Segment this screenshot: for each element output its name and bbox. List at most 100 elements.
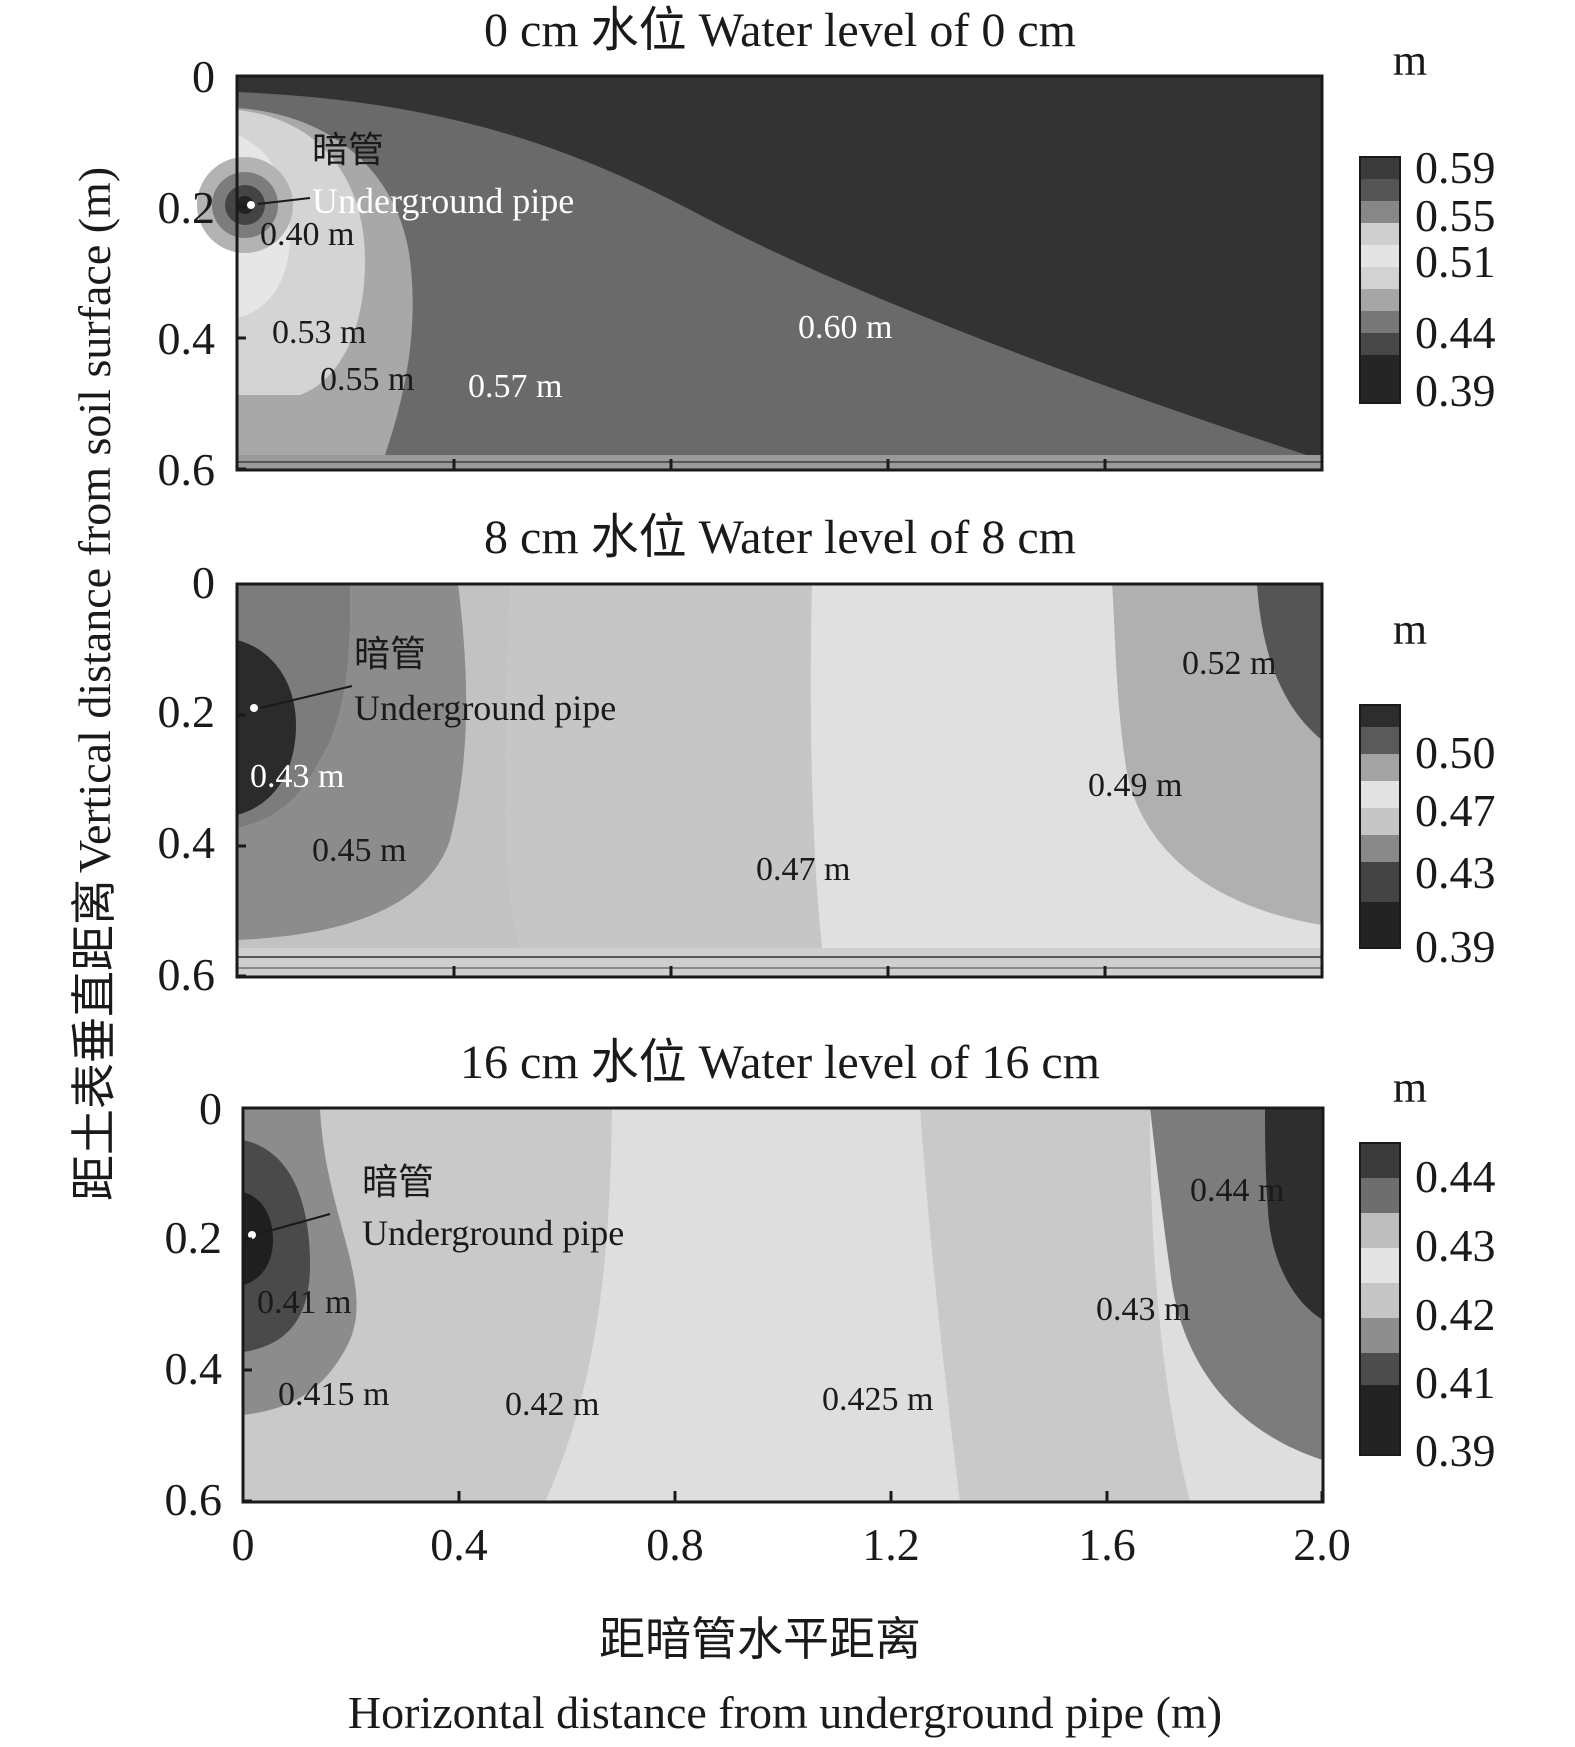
fill-region-049-8cm xyxy=(1112,584,1322,925)
colorbar-swatch xyxy=(1360,267,1400,289)
fill-region-041-16cm xyxy=(243,1140,310,1352)
colorbar-tick: 0.39 xyxy=(1415,365,1496,416)
colorbar-swatch xyxy=(1360,862,1400,902)
fill-region-0425-16cm xyxy=(920,1108,1190,1502)
y-tick-label: 0.4 xyxy=(165,1343,223,1394)
x-tick-label: 0 xyxy=(232,1519,255,1570)
colorbar-swatch xyxy=(1360,754,1400,781)
x-tick-label: 2.0 xyxy=(1293,1519,1351,1570)
colorbar-swatch xyxy=(1360,1283,1400,1318)
contour-label: 0.52 m xyxy=(1182,645,1276,682)
colorbar-tick: 0.39 xyxy=(1415,921,1496,972)
contour-label: 0.44 m xyxy=(1190,1172,1284,1209)
fill-region-047b-8cm xyxy=(505,584,822,948)
colorbar-swatch xyxy=(1360,808,1400,835)
contour-label: 0.49 m xyxy=(1088,767,1182,804)
colorbar-tick: 0.42 xyxy=(1415,1289,1496,1340)
plot-area-16cm xyxy=(241,1106,1325,1504)
contour-label: 0.60 m xyxy=(798,309,892,346)
contour-labels-16cm: 0.44 m 0.41 m 0.43 m 0.415 m 0.42 m 0.42… xyxy=(257,1172,1284,1423)
pipe-annotation-8cm: 暗管 Underground pipe xyxy=(250,634,616,728)
contour-labels-8cm: 0.52 m 0.43 m 0.49 m 0.45 m 0.47 m xyxy=(250,645,1276,888)
colorbar-frame xyxy=(1359,156,1401,404)
y-tick-label: 0.2 xyxy=(158,182,216,233)
panel-title-0cm: 0 cm 水位 Water level of 0 cm xyxy=(484,4,1076,57)
colorbar-tick: 0.44 xyxy=(1415,307,1496,358)
colorbar-tick: 0.50 xyxy=(1415,727,1496,778)
contour-label: 0.415 m xyxy=(278,1376,389,1413)
fill-region-060-0cm xyxy=(237,76,1322,460)
pipe-leader-16cm xyxy=(257,1213,331,1235)
fill-region-052-8cm xyxy=(1257,584,1322,740)
x-tick-label: 1.6 xyxy=(1078,1519,1136,1570)
contour-label: 0.40 m xyxy=(260,216,354,253)
panel-0cm: 0 cm 水位 Water level of 0 cm 暗管 Undergrou… xyxy=(158,4,1496,495)
colorbar-swatch xyxy=(1360,1353,1400,1385)
pipe-annotation-0cm: 暗管 Underground pipe xyxy=(247,130,574,221)
fill-region-043-8cm xyxy=(237,640,296,815)
contour-label: 0.41 m xyxy=(257,1284,351,1321)
colorbar-tick: 0.39 xyxy=(1415,1425,1496,1476)
contour-label: 0.43 m xyxy=(1096,1291,1190,1328)
colorbar-unit: m xyxy=(1393,605,1427,654)
colorbar-frame xyxy=(1359,704,1401,949)
colorbar-swatch xyxy=(1360,289,1400,311)
colorbar-swatch xyxy=(1360,333,1400,355)
y-tick-label: 0 xyxy=(199,1083,222,1134)
colorbar-swatch xyxy=(1360,705,1400,727)
colorbar-tick: 0.44 xyxy=(1415,1151,1496,1202)
colorbar-swatch xyxy=(1360,245,1400,267)
pipe-label-cn-16cm: 暗管 xyxy=(362,1162,434,1202)
contour-label: 0.43 m xyxy=(250,758,344,795)
colorbar-tick: 0.51 xyxy=(1415,236,1496,287)
colorbar-swatch xyxy=(1360,1248,1400,1283)
x-tick-label: 0.8 xyxy=(646,1519,704,1570)
colorbar-swatch xyxy=(1360,902,1400,948)
x-axis-label-cn: 距暗管水平距离 xyxy=(599,1614,921,1665)
colorbar-swatch xyxy=(1360,835,1400,862)
frame-16cm xyxy=(241,1106,1325,1504)
bottom-band-8cm xyxy=(237,948,1322,977)
pipe-marker-0cm xyxy=(247,201,255,209)
y-tick-label: 0.6 xyxy=(158,444,216,495)
colorbar-tick: 0.47 xyxy=(1415,785,1496,836)
pipe-leader-8cm xyxy=(259,685,353,709)
colorbar-0cm: m 0.59 0.55 0.51 0.44 0.39 xyxy=(1359,36,1496,416)
colorbar-tick: 0.43 xyxy=(1415,1220,1496,1271)
pipe-marker-8cm xyxy=(250,704,258,712)
contour-labels-0cm: 0.40 m 0.53 m 0.55 m 0.57 m 0.60 m xyxy=(260,216,892,405)
y-tick-label: 0.2 xyxy=(158,686,216,737)
fill-ring-d-0cm xyxy=(236,196,254,214)
x-axis-16cm: 0 0.4 0.8 1.2 1.6 2.0 xyxy=(232,1491,1351,1570)
colorbar-swatch xyxy=(1360,1385,1400,1455)
colorbar-unit: m xyxy=(1393,36,1427,85)
x-tick-label: 0.4 xyxy=(430,1519,488,1570)
panel-8cm: 8 cm 水位 Water level of 8 cm 暗管 Undergrou… xyxy=(158,511,1496,1000)
plot-area-8cm xyxy=(235,582,1324,979)
fill-region-041-core-16cm xyxy=(243,1192,273,1285)
colorbar-tick: 0.55 xyxy=(1415,190,1496,241)
colorbar-8cm: m 0.50 0.47 0.43 0.39 xyxy=(1359,605,1496,972)
contour-label: 0.57 m xyxy=(468,368,562,405)
panel-title-16cm: 16 cm 水位 Water level of 16 cm xyxy=(460,1036,1100,1089)
x-tick-label: 1.2 xyxy=(862,1519,920,1570)
contour-label: 0.55 m xyxy=(320,361,414,398)
pipe-label-en-16cm: Underground pipe xyxy=(362,1213,624,1253)
colorbar-swatch xyxy=(1360,201,1400,223)
contour-label: 0.47 m xyxy=(756,851,850,888)
colorbar-swatch xyxy=(1360,1143,1400,1178)
pipe-annotation-16cm: 暗管 Underground pipe xyxy=(248,1162,624,1253)
x-ticks-0cm xyxy=(452,459,1107,470)
y-axis-16cm: 0 0.2 0.4 0.6 xyxy=(165,1083,252,1525)
colorbar-swatch xyxy=(1360,781,1400,808)
contour-label: 0.53 m xyxy=(272,314,366,351)
y-tick-label: 0.4 xyxy=(158,313,216,364)
y-tick-label: 0 xyxy=(192,51,215,102)
frame-8cm xyxy=(235,582,1324,979)
colorbar-unit: m xyxy=(1393,1063,1427,1112)
colorbar-16cm: m 0.44 0.43 0.42 0.41 0.39 xyxy=(1359,1063,1496,1476)
colorbar-frame xyxy=(1359,1142,1401,1456)
colorbar-swatch xyxy=(1360,1178,1400,1213)
plot-area-0cm xyxy=(197,74,1324,472)
